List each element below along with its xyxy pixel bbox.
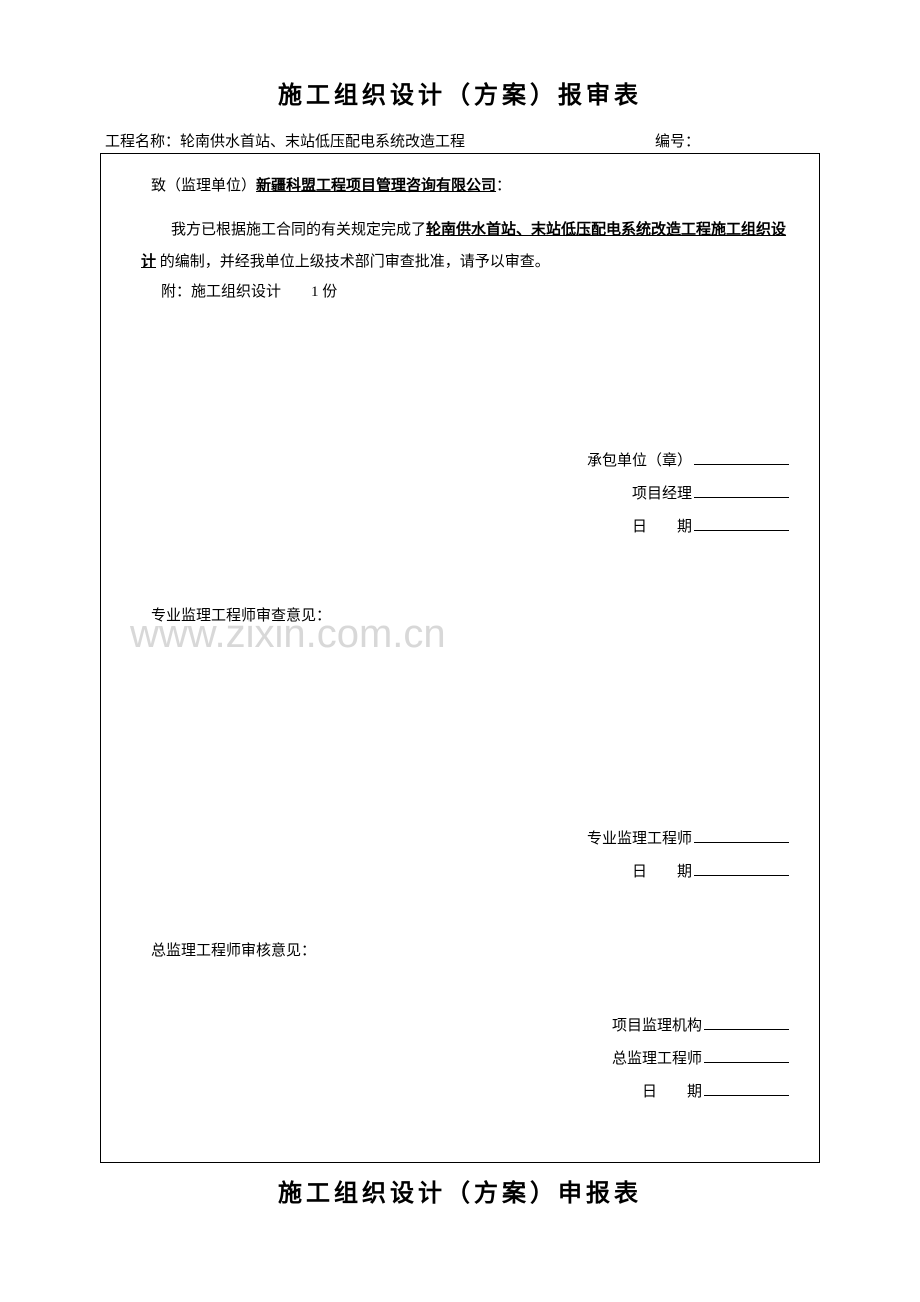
- org-label: 项目监理机构: [612, 1018, 702, 1034]
- project-name: 轮南供水首站、末站低压配电系统改造工程: [180, 134, 465, 150]
- addressee-prefix: 致（监理单位）: [151, 178, 256, 194]
- date-label: 日 期: [632, 864, 692, 880]
- date-line: 日 期: [587, 856, 789, 889]
- blank-field: [704, 1015, 789, 1030]
- addressee-suffix: ：: [496, 178, 511, 194]
- section-supervisor: 专业监理工程师审查意见： 专业监理工程师 日 期: [101, 584, 819, 919]
- pm-line: 项目经理: [587, 478, 789, 511]
- chief-signature-block: 项目监理机构 总监理工程师 日 期: [612, 1010, 789, 1109]
- contractor-signature-block: 承包单位（章） 项目经理 日 期: [587, 445, 789, 544]
- body-suffix: 的编制，并经我单位上级技术部门审查批准，请予以审查。: [156, 254, 550, 270]
- ref-number-field: 编号：: [655, 130, 815, 151]
- blank-field: [694, 450, 789, 465]
- attachment-line: 附：施工组织设计 1 份: [131, 280, 789, 301]
- date-line: 日 期: [587, 511, 789, 544]
- date-label: 日 期: [632, 519, 692, 535]
- blank-field: [694, 828, 789, 843]
- ref-label: 编号：: [655, 134, 700, 150]
- blank-field: [694, 516, 789, 531]
- page-title-2: 施工组织设计（方案）申报表: [100, 1173, 820, 1208]
- org-line: 项目监理机构: [612, 1010, 789, 1043]
- chief-eng-line: 总监理工程师: [612, 1043, 789, 1076]
- project-label: 工程名称：: [105, 134, 180, 150]
- addressee-line: 致（监理单位）新疆科盟工程项目管理咨询有限公司：: [131, 174, 789, 195]
- supervisor-opinion-label: 专业监理工程师审查意见：: [131, 604, 789, 625]
- chief-eng-label: 总监理工程师: [612, 1051, 702, 1067]
- chief-opinion-label: 总监理工程师审核意见：: [131, 939, 789, 960]
- blank-field: [694, 861, 789, 876]
- body-prefix: 我方已根据施工合同的有关规定完成了: [171, 222, 426, 238]
- blank-field: [694, 483, 789, 498]
- project-name-field: 工程名称：轮南供水首站、末站低压配电系统改造工程: [105, 130, 655, 151]
- page-title: 施工组织设计（方案）报审表: [100, 75, 820, 110]
- date-label: 日 期: [642, 1084, 702, 1100]
- pm-label: 项目经理: [632, 486, 692, 502]
- body-paragraph: 我方已根据施工合同的有关规定完成了轮南供水首站、末站低压配电系统改造工程施工组织…: [131, 215, 789, 278]
- blank-field: [704, 1081, 789, 1096]
- contractor-seal-label: 承包单位（章）: [587, 453, 692, 469]
- supervisor-eng-label: 专业监理工程师: [587, 831, 692, 847]
- section-chief: 总监理工程师审核意见： 项目监理机构 总监理工程师 日 期: [101, 919, 819, 1139]
- addressee-company: 新疆科盟工程项目管理咨询有限公司: [256, 178, 496, 194]
- supervisor-eng-line: 专业监理工程师: [587, 823, 789, 856]
- section-contractor: 致（监理单位）新疆科盟工程项目管理咨询有限公司： 我方已根据施工合同的有关规定完…: [101, 154, 819, 584]
- supervisor-signature-block: 专业监理工程师 日 期: [587, 823, 789, 889]
- page-content: 施工组织设计（方案）报审表 工程名称：轮南供水首站、末站低压配电系统改造工程 编…: [100, 75, 820, 1208]
- header-row: 工程名称：轮南供水首站、末站低压配电系统改造工程 编号：: [100, 130, 820, 151]
- main-form-box: 致（监理单位）新疆科盟工程项目管理咨询有限公司： 我方已根据施工合同的有关规定完…: [100, 153, 820, 1163]
- blank-field: [704, 1048, 789, 1063]
- date-line: 日 期: [612, 1076, 789, 1109]
- contractor-seal-line: 承包单位（章）: [587, 445, 789, 478]
